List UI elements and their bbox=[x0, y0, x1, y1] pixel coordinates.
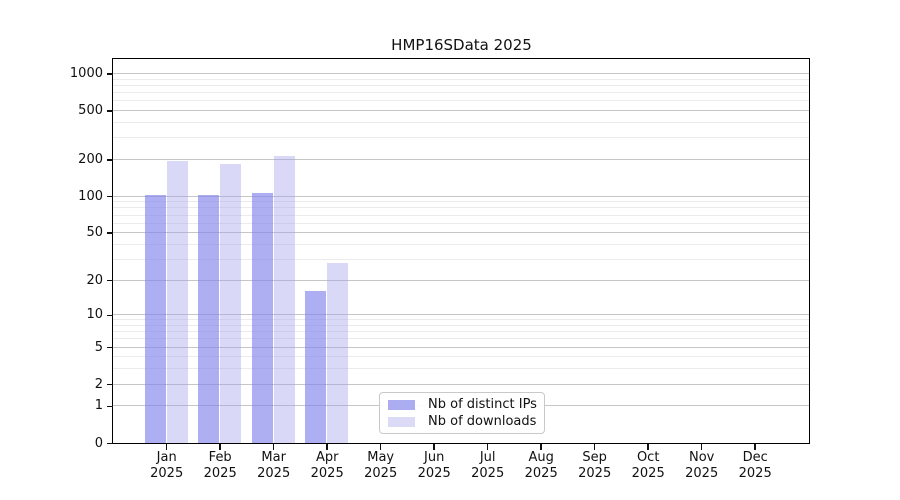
y-tick-mark bbox=[107, 279, 113, 282]
x-tick-mark bbox=[647, 444, 649, 450]
y-gridline-minor bbox=[113, 368, 809, 370]
x-tick-label: Mar 2025 bbox=[257, 450, 291, 481]
y-tick-mark bbox=[107, 110, 113, 112]
y-tick-label: 200 bbox=[78, 151, 103, 167]
x-tick-label: Jan 2025 bbox=[150, 450, 184, 481]
x-tick-mark bbox=[433, 444, 435, 450]
y-gridline-major bbox=[113, 158, 809, 160]
bar-distinct-ips bbox=[144, 195, 166, 443]
x-tick-label: Nov 2025 bbox=[685, 450, 719, 481]
y-gridline-major bbox=[113, 346, 809, 348]
x-tick-label: Dec 2025 bbox=[738, 450, 772, 481]
y-tick-mark bbox=[107, 159, 113, 161]
y-gridline-minor bbox=[113, 319, 809, 321]
x-tick-label: Feb 2025 bbox=[203, 450, 237, 481]
y-gridline-minor bbox=[113, 222, 809, 224]
y-gridline-minor bbox=[113, 207, 809, 209]
y-gridline-minor bbox=[113, 121, 809, 123]
y-tick-mark bbox=[107, 346, 113, 349]
y-gridline-major bbox=[113, 232, 809, 234]
y-gridline-minor bbox=[113, 78, 809, 80]
bar-downloads bbox=[327, 262, 349, 443]
y-tick-mark bbox=[107, 195, 113, 198]
legend-label-distinct-ips: Nb of distinct IPs bbox=[428, 397, 537, 412]
x-tick-label: Aug 2025 bbox=[524, 450, 558, 481]
x-tick-mark bbox=[165, 444, 168, 450]
y-tick-mark bbox=[107, 442, 113, 445]
y-tick-mark bbox=[107, 383, 113, 386]
y-gridline-major bbox=[113, 279, 809, 281]
y-tick-label: 500 bbox=[78, 103, 103, 118]
y-gridline-major bbox=[113, 195, 809, 197]
y-tick-mark bbox=[107, 405, 113, 408]
y-tick-label: 100 bbox=[78, 188, 103, 204]
x-tick-label: May 2025 bbox=[364, 450, 398, 481]
x-tick-mark bbox=[700, 444, 703, 450]
y-gridline-minor bbox=[113, 137, 809, 139]
x-tick-mark bbox=[219, 444, 221, 450]
y-gridline-major bbox=[113, 72, 809, 74]
x-tick-label: Oct 2025 bbox=[631, 450, 665, 481]
y-gridline-minor bbox=[113, 201, 809, 203]
legend-swatch-distinct-ips-icon bbox=[388, 399, 415, 410]
x-tick-label: Apr 2025 bbox=[310, 450, 344, 481]
x-tick-mark bbox=[754, 444, 756, 450]
bar-distinct-ips bbox=[198, 195, 220, 443]
y-gridline-minor bbox=[113, 258, 809, 260]
legend-item-downloads: Nb of downloads bbox=[388, 414, 536, 429]
y-gridline-minor bbox=[113, 356, 809, 358]
x-tick-mark bbox=[272, 444, 275, 450]
y-gridline-major bbox=[113, 314, 809, 316]
y-gridline-major bbox=[113, 383, 809, 385]
x-tick-label: Jun 2025 bbox=[417, 450, 451, 481]
y-gridline-minor bbox=[113, 243, 809, 245]
legend-item-distinct-ips: Nb of distinct IPs bbox=[388, 397, 537, 412]
y-tick-mark bbox=[107, 73, 113, 75]
x-tick-mark bbox=[326, 444, 328, 450]
y-tick-label: 1 bbox=[94, 398, 103, 414]
bar-distinct-ips bbox=[305, 291, 327, 443]
x-tick-mark bbox=[593, 444, 596, 450]
y-tick-label: 10 bbox=[86, 307, 103, 323]
y-gridline-minor bbox=[113, 324, 809, 326]
y-gridline-minor bbox=[113, 84, 809, 86]
legend-label-downloads: Nb of downloads bbox=[428, 414, 537, 429]
legend: Nb of distinct IPs Nb of downloads bbox=[379, 392, 545, 434]
plot-inner bbox=[113, 59, 809, 443]
bar-distinct-ips bbox=[251, 192, 273, 443]
y-tick-label: 5 bbox=[94, 339, 103, 355]
chart-title: HMP16SData 2025 bbox=[391, 36, 532, 54]
bar-downloads bbox=[166, 161, 188, 443]
x-tick-mark bbox=[486, 444, 489, 450]
y-gridline-minor bbox=[113, 338, 809, 340]
y-tick-label: 2 bbox=[94, 376, 103, 392]
y-tick-mark bbox=[107, 232, 113, 234]
legend-swatch-downloads-icon bbox=[388, 416, 415, 427]
x-tick-label: Jul 2025 bbox=[471, 450, 505, 481]
x-tick-mark bbox=[540, 444, 542, 450]
x-tick-label: Sep 2025 bbox=[578, 450, 612, 481]
y-gridline-minor bbox=[113, 214, 809, 216]
bar-downloads bbox=[220, 164, 242, 443]
y-gridline-major bbox=[113, 110, 809, 111]
plot-area bbox=[112, 58, 810, 444]
bar-downloads bbox=[273, 155, 295, 443]
y-gridline-minor bbox=[113, 92, 809, 94]
y-tick-label: 50 bbox=[86, 225, 103, 241]
y-tick-mark bbox=[107, 314, 113, 316]
y-tick-label: 1000 bbox=[69, 65, 103, 81]
y-tick-label: 0 bbox=[94, 435, 103, 451]
y-tick-label: 20 bbox=[86, 272, 103, 288]
y-gridline-minor bbox=[113, 331, 809, 333]
x-tick-mark bbox=[379, 444, 382, 450]
y-gridline-minor bbox=[113, 100, 809, 102]
